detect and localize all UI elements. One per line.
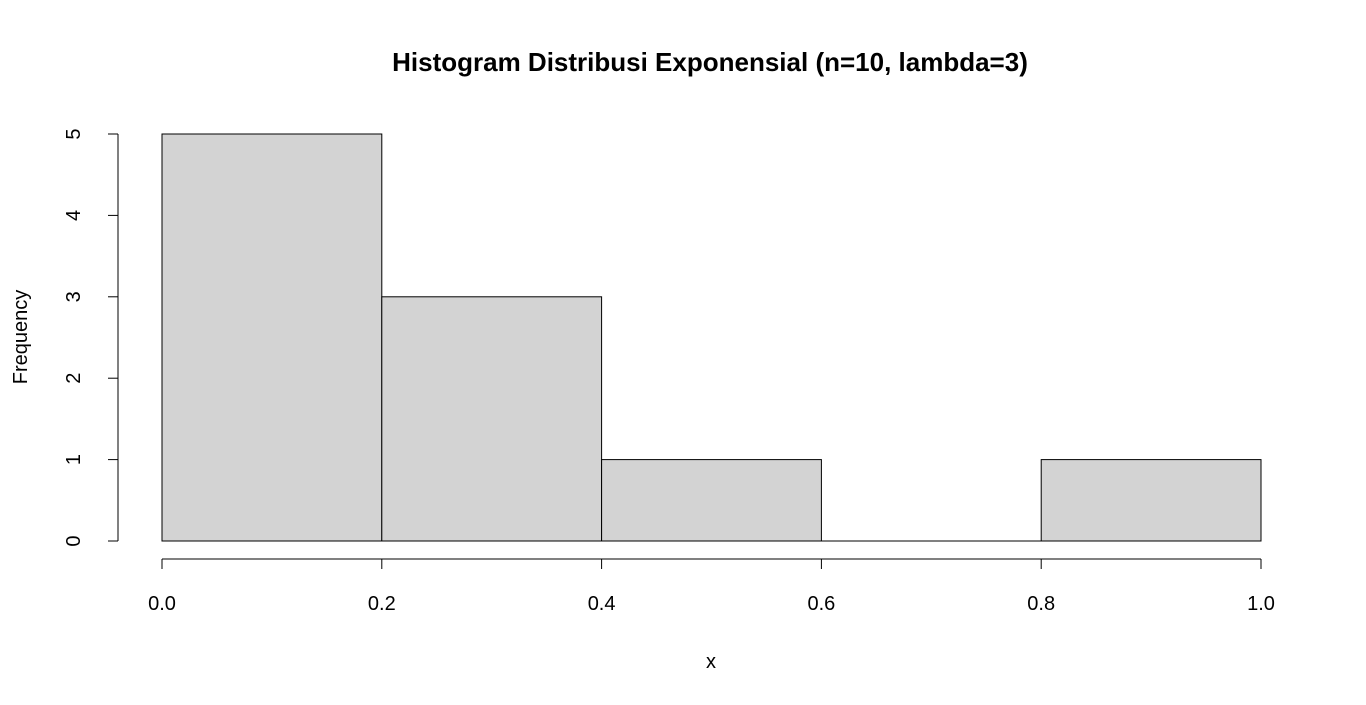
y-axis: 0 1 2 3 4 5 <box>63 128 119 547</box>
x-tick-label: 0.8 <box>1027 593 1055 615</box>
x-axis: 0.0 0.2 0.4 0.6 0.8 1.0 <box>148 558 1275 615</box>
histogram-bar <box>161 133 383 542</box>
histogram-bar <box>1040 459 1262 542</box>
y-tick-label: 2 <box>63 373 85 384</box>
x-tick-label: 0.2 <box>368 593 396 615</box>
y-tick-label: 3 <box>63 291 85 302</box>
histogram-bar <box>601 459 822 542</box>
x-tick-label: 0.6 <box>807 593 835 615</box>
chart-title: Histogram Distribusi Exponensial (n=10, … <box>392 47 1028 77</box>
bars-group <box>161 133 1262 542</box>
y-tick-label: 1 <box>63 454 85 465</box>
histogram-bar <box>381 296 603 542</box>
x-tick-label: 0.4 <box>588 593 616 615</box>
y-tick-label: 0 <box>63 535 85 546</box>
y-tick-label: 5 <box>63 128 85 139</box>
y-axis-label: Frequency <box>10 290 32 385</box>
x-tick-label: 1.0 <box>1247 593 1275 615</box>
x-tick-label: 0.0 <box>148 593 176 615</box>
y-tick-label: 4 <box>63 210 85 221</box>
x-axis-label: x <box>706 651 716 673</box>
